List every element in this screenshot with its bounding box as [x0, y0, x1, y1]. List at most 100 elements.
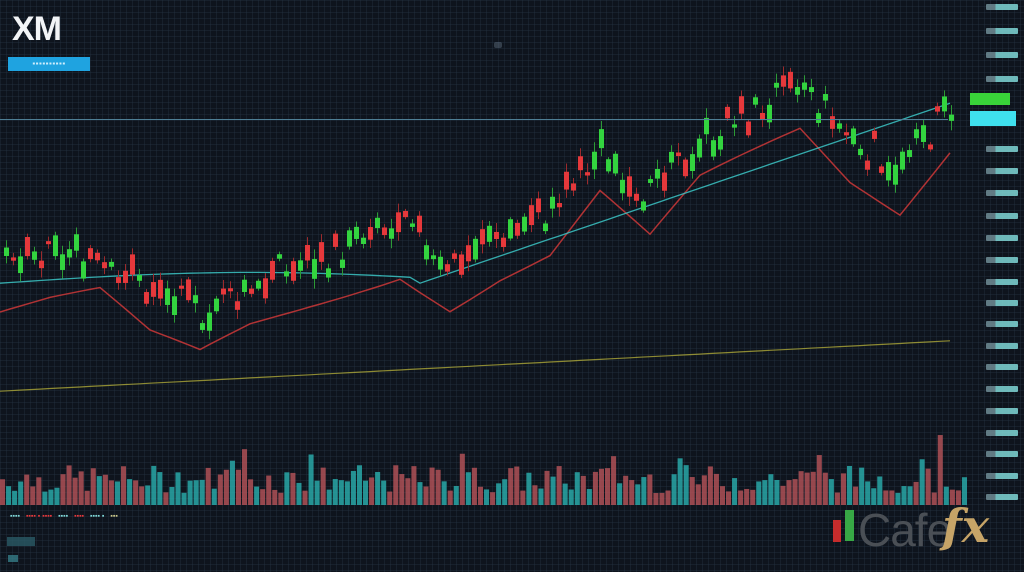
bullish-candle[interactable] — [816, 113, 821, 123]
bullish-candle[interactable] — [914, 129, 919, 139]
bearish-candle[interactable] — [249, 288, 254, 294]
bearish-candle[interactable] — [305, 245, 310, 261]
price-axis[interactable] — [968, 0, 1024, 510]
bearish-candle[interactable] — [270, 260, 275, 280]
bearish-candle[interactable] — [179, 285, 184, 289]
bearish-candle[interactable] — [585, 172, 590, 176]
bullish-candle[interactable] — [613, 153, 618, 174]
bearish-candle[interactable] — [291, 261, 296, 281]
bullish-candle[interactable] — [942, 96, 947, 112]
bearish-candle[interactable] — [662, 172, 667, 191]
bearish-candle[interactable] — [452, 253, 457, 259]
bullish-candle[interactable] — [641, 201, 646, 211]
bullish-candle[interactable] — [109, 261, 114, 267]
bullish-candle[interactable] — [207, 312, 212, 331]
bearish-candle[interactable] — [466, 245, 471, 262]
bearish-candle[interactable] — [25, 237, 30, 257]
bullish-candle[interactable] — [193, 295, 198, 304]
bullish-candle[interactable] — [67, 249, 72, 258]
bearish-candle[interactable] — [830, 116, 835, 129]
bearish-candle[interactable] — [186, 279, 191, 301]
bullish-candle[interactable] — [137, 275, 142, 281]
bullish-candle[interactable] — [74, 234, 79, 251]
bullish-candle[interactable] — [802, 82, 807, 90]
bullish-candle[interactable] — [711, 140, 716, 157]
bullish-candle[interactable] — [347, 230, 352, 247]
bearish-candle[interactable] — [158, 279, 163, 299]
bullish-candle[interactable] — [53, 235, 58, 257]
bearish-candle[interactable] — [494, 231, 499, 239]
bearish-candle[interactable] — [368, 227, 373, 240]
bullish-candle[interactable] — [172, 296, 177, 316]
bullish-candle[interactable] — [697, 138, 702, 158]
bullish-candle[interactable] — [438, 256, 443, 270]
bullish-candle[interactable] — [543, 223, 548, 232]
bearish-candle[interactable] — [102, 262, 107, 269]
bullish-candle[interactable] — [550, 196, 555, 209]
bullish-candle[interactable] — [256, 280, 261, 289]
bearish-candle[interactable] — [396, 212, 401, 233]
bearish-candle[interactable] — [151, 282, 156, 297]
bearish-candle[interactable] — [88, 248, 93, 260]
bearish-candle[interactable] — [459, 254, 464, 275]
candlestick-chart[interactable] — [0, 0, 968, 510]
price-level-line[interactable] — [0, 119, 948, 120]
bearish-candle[interactable] — [578, 156, 583, 171]
bullish-candle[interactable] — [242, 279, 247, 292]
bullish-candle[interactable] — [592, 151, 597, 170]
bullish-candle[interactable] — [655, 168, 660, 179]
bullish-candle[interactable] — [704, 117, 709, 135]
bullish-candle[interactable] — [165, 288, 170, 305]
bullish-candle[interactable] — [669, 151, 674, 163]
bearish-candle[interactable] — [95, 252, 100, 261]
bullish-candle[interactable] — [410, 223, 415, 227]
bullish-candle[interactable] — [886, 162, 891, 181]
bearish-candle[interactable] — [130, 254, 135, 275]
bullish-candle[interactable] — [200, 323, 205, 330]
bearish-candle[interactable] — [879, 166, 884, 173]
bearish-candle[interactable] — [403, 210, 408, 218]
bearish-candle[interactable] — [928, 144, 933, 150]
bullish-candle[interactable] — [487, 225, 492, 242]
bullish-candle[interactable] — [921, 125, 926, 142]
bullish-candle[interactable] — [284, 271, 289, 277]
bearish-candle[interactable] — [844, 132, 849, 136]
bullish-candle[interactable] — [424, 245, 429, 260]
bullish-candle[interactable] — [648, 179, 653, 183]
bullish-candle[interactable] — [851, 128, 856, 145]
bearish-candle[interactable] — [571, 183, 576, 191]
bullish-candle[interactable] — [620, 179, 625, 194]
bearish-candle[interactable] — [627, 176, 632, 197]
bearish-candle[interactable] — [725, 106, 730, 119]
bullish-candle[interactable] — [4, 247, 9, 256]
bullish-candle[interactable] — [774, 82, 779, 88]
bearish-candle[interactable] — [235, 301, 240, 310]
bearish-candle[interactable] — [123, 270, 128, 283]
bearish-candle[interactable] — [501, 237, 506, 247]
bullish-candle[interactable] — [599, 129, 604, 149]
bearish-candle[interactable] — [221, 288, 226, 295]
bearish-candle[interactable] — [872, 130, 877, 139]
bearish-candle[interactable] — [536, 198, 541, 213]
bullish-candle[interactable] — [795, 87, 800, 95]
bullish-candle[interactable] — [32, 251, 37, 260]
bearish-candle[interactable] — [46, 241, 51, 245]
bearish-candle[interactable] — [144, 292, 149, 304]
bearish-candle[interactable] — [683, 159, 688, 177]
bullish-candle[interactable] — [690, 154, 695, 171]
bullish-candle[interactable] — [431, 255, 436, 260]
bullish-candle[interactable] — [361, 237, 366, 244]
bearish-candle[interactable] — [557, 203, 562, 208]
bearish-candle[interactable] — [319, 242, 324, 262]
bearish-candle[interactable] — [676, 152, 681, 157]
bullish-candle[interactable] — [375, 217, 380, 229]
bearish-candle[interactable] — [228, 288, 233, 292]
bearish-candle[interactable] — [529, 205, 534, 226]
bullish-candle[interactable] — [326, 268, 331, 278]
bearish-candle[interactable] — [263, 278, 268, 299]
bearish-candle[interactable] — [634, 193, 639, 201]
bullish-candle[interactable] — [60, 254, 65, 270]
bullish-candle[interactable] — [753, 97, 758, 105]
bullish-candle[interactable] — [18, 256, 23, 274]
